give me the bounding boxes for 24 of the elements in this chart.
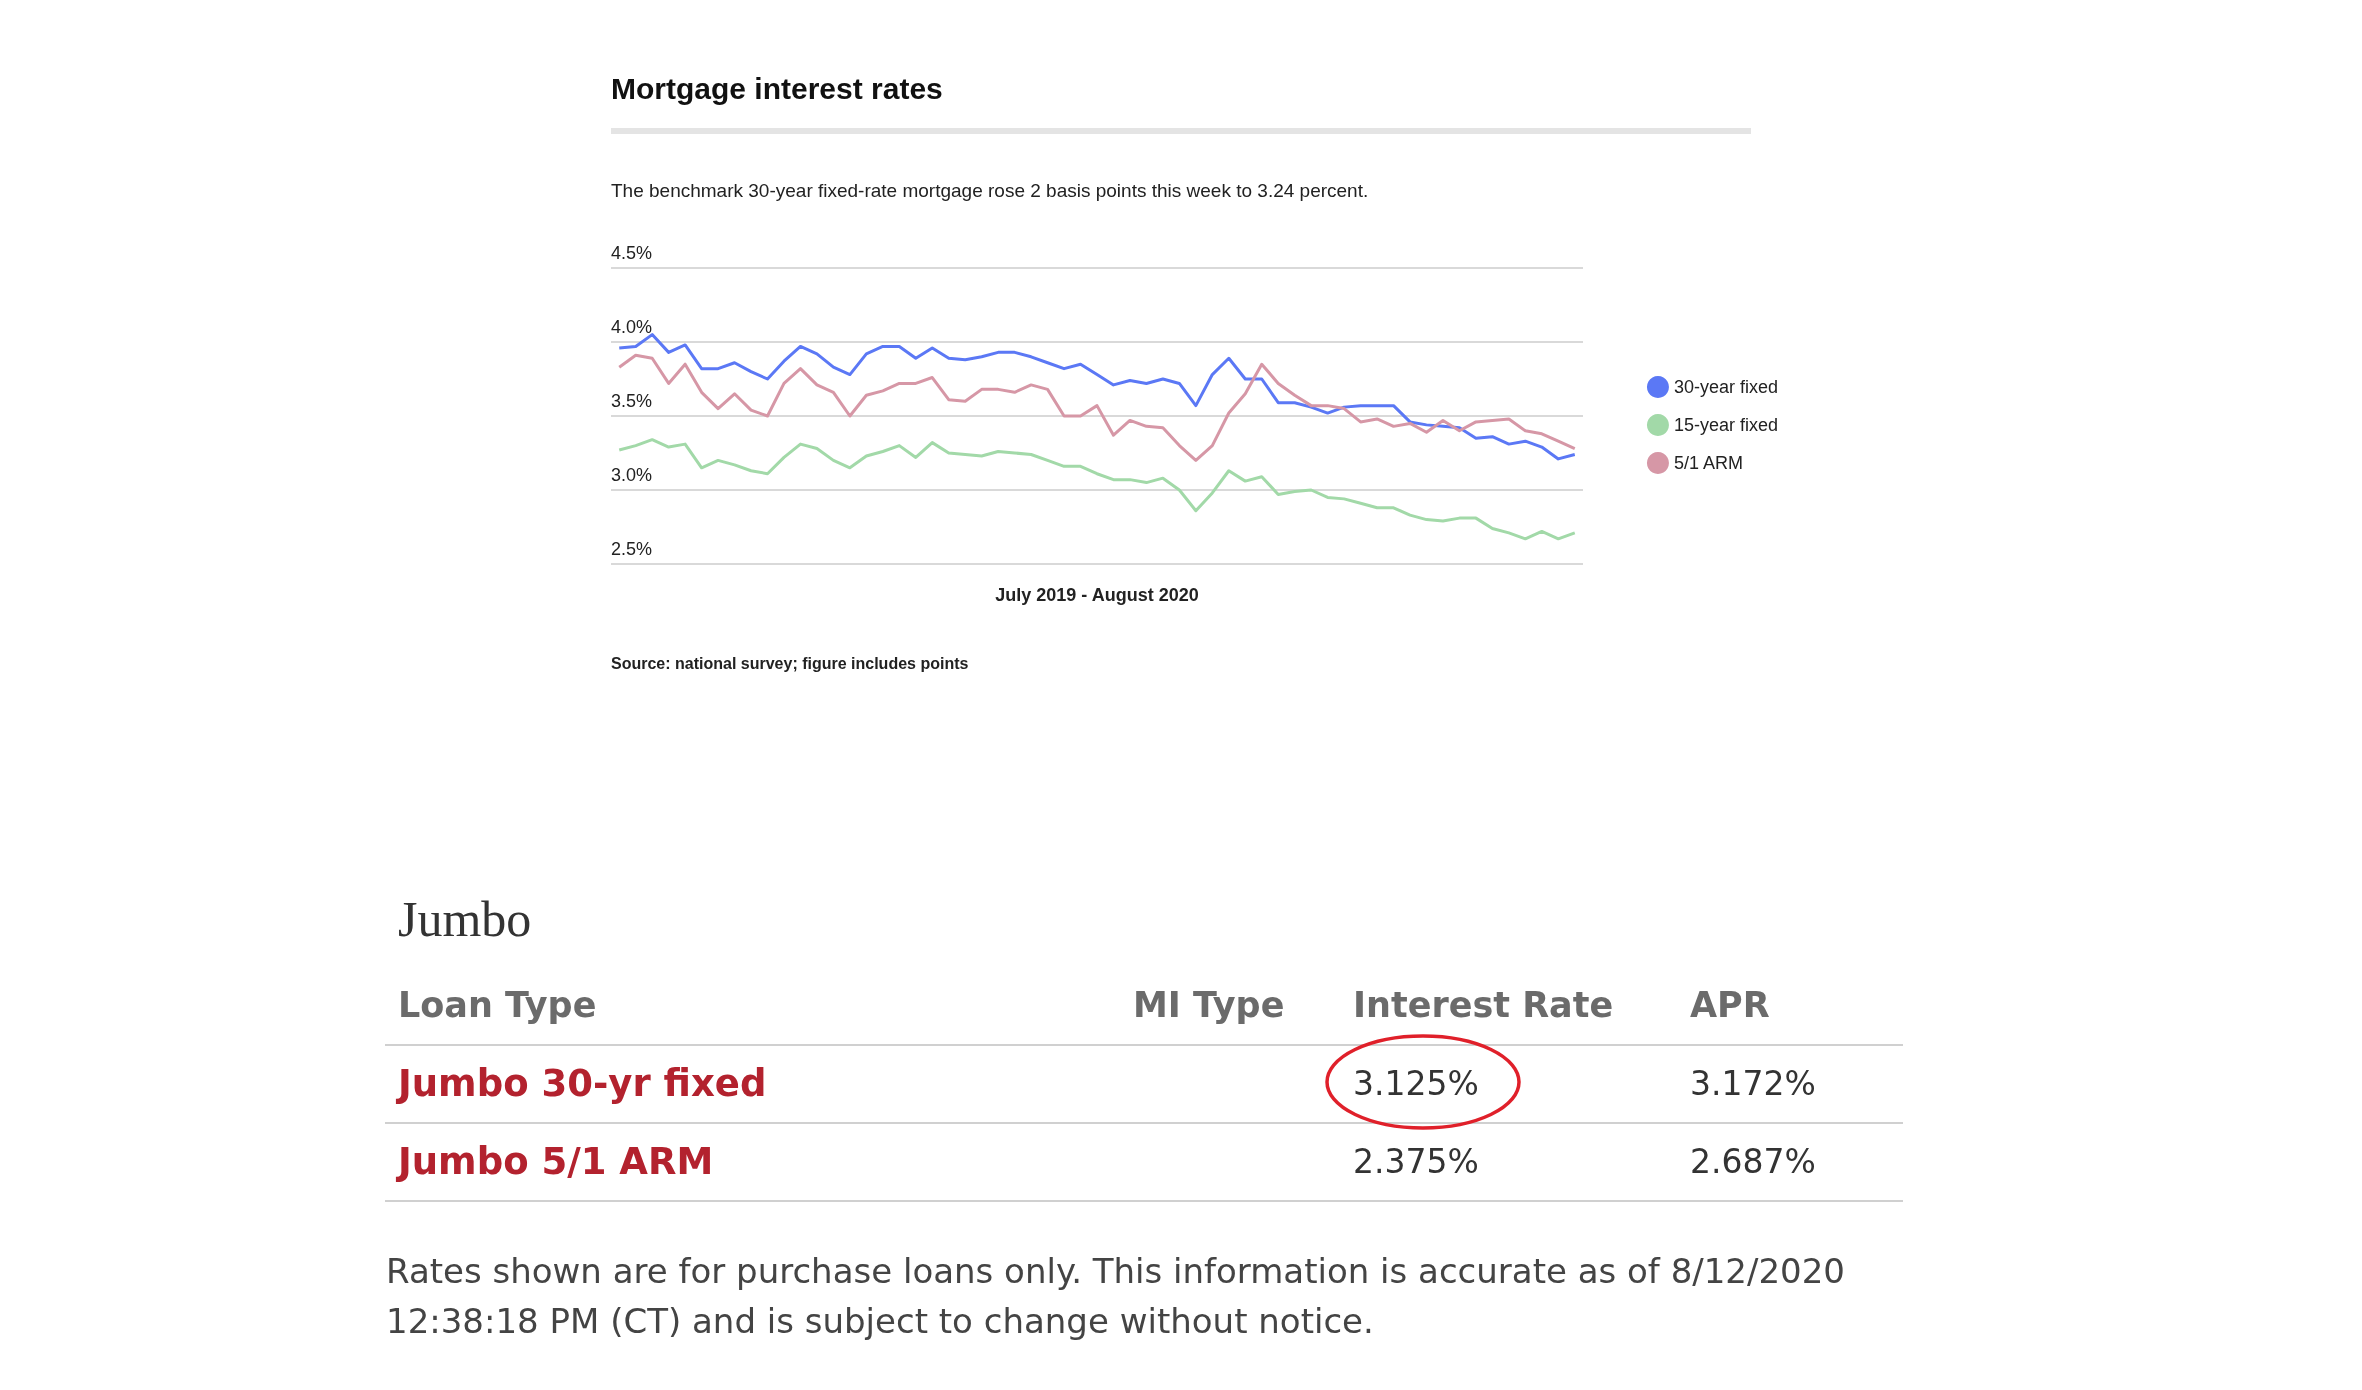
y-tick-label: 4.0%: [611, 317, 653, 337]
chart-title: Mortgage interest rates: [611, 72, 943, 106]
text: Loan Type: [398, 985, 597, 1025]
source-note: Source: national survey; figure includes points: [611, 655, 969, 673]
y-tick-label: 2.5%: [611, 539, 653, 559]
text: APR: [1690, 985, 1770, 1025]
legend-label: 5/1 ARM: [1673, 453, 1743, 473]
data-label: 3.172%: [1690, 1064, 1816, 1103]
data-label: 2.375%: [1353, 1142, 1479, 1181]
text: Jumbo: [398, 890, 532, 948]
text: Rates shown are for purchase loans only. This information is accurate as of 8/12/2020 12:38:18 PM (CT) and is subject to change without notice.: [386, 1250, 1846, 1343]
y-tick-label: 4.5%: [611, 243, 653, 263]
text: MI Type: [1133, 985, 1285, 1025]
y-tick-label: 3.5%: [611, 391, 653, 411]
legend-label: 30-year fixed: [1673, 377, 1779, 397]
chart-subtitle: The benchmark 30-year fixed-rate mortgage rose 2 basis points this week to 3.24 percent.: [611, 180, 1369, 202]
x-axis-title: July 2019 - August 2020: [995, 585, 1199, 605]
legend-label: 15-year fixed: [1673, 415, 1779, 435]
data-label: 3.125%: [1353, 1064, 1479, 1103]
y-tick-label: 3.0%: [611, 465, 653, 485]
category-label: Jumbo 30-yr fixed: [398, 1062, 767, 1105]
data-label: 2.687%: [1690, 1142, 1816, 1181]
category-label: Jumbo 5/1 ARM: [398, 1140, 714, 1183]
text: Interest Rate: [1353, 985, 1614, 1025]
